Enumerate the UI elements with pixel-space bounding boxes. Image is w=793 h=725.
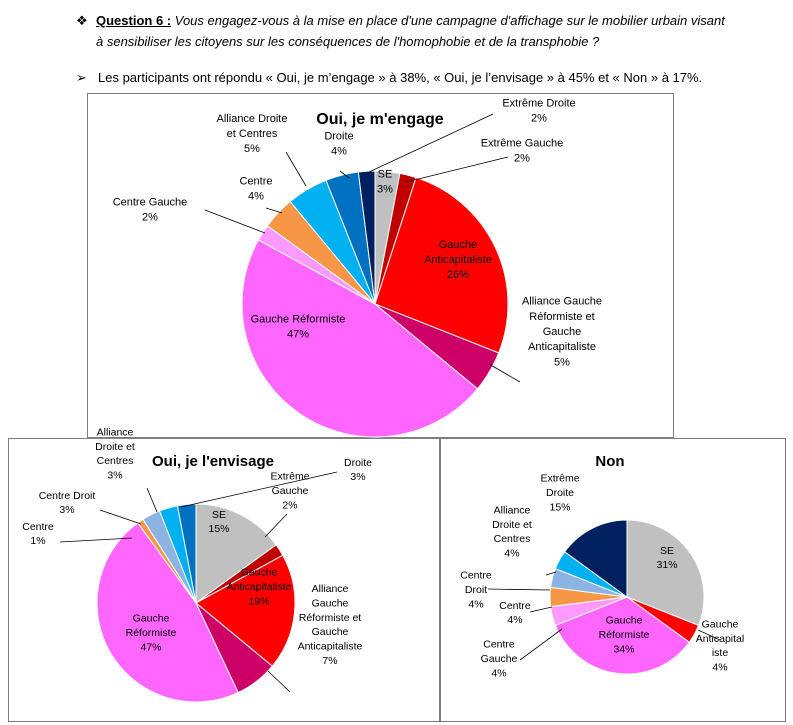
- arrow-bullet-icon: ➢: [76, 70, 87, 85]
- leader-line: [405, 156, 509, 183]
- data-label-extreme-gauche: Extrême Gauche 2%: [270, 471, 309, 512]
- pie-slice-gauche-reformiste: [241, 239, 479, 438]
- pie-slice-gauche-reformiste: [554, 596, 690, 675]
- data-label-se: SE 15%: [208, 509, 229, 535]
- data-label-droite: Droite 4%: [324, 130, 353, 157]
- data-label-centre-droit: Centre Droit 3%: [39, 490, 96, 516]
- data-label-centre-droit: Centre Droit 4%: [460, 570, 492, 611]
- leader-line: [264, 513, 288, 538]
- data-label-alliance-droite-et-centres: Alliance Droite et Centres 4%: [492, 504, 532, 559]
- data-label-extreme-droite: Extrême Droite 2%: [502, 97, 575, 124]
- data-label-gauche-anticapitaliste: Gauche Anticapitaliste 19%: [227, 567, 292, 608]
- data-label-se: SE 3%: [377, 168, 393, 195]
- data-label-gauche-anticapitaliste: Gauche Anticapital iste 4%: [696, 618, 744, 673]
- pie-slice-gauche-anticapitaliste: [374, 176, 509, 354]
- question-label: Question 6 :: [96, 13, 172, 28]
- data-label-gauche-reformiste: Gauche Réformiste 47%: [126, 613, 177, 654]
- data-label-centre-gauche: Centre Gauche 4%: [481, 639, 518, 680]
- leader-line: [366, 113, 494, 174]
- leader-line: [545, 571, 557, 576]
- data-label-se: SE 31%: [656, 545, 677, 571]
- pie-chart-oui-je-m-engage: Oui, je m'engage SE 3% Extrême Gauche 2% Gauc…: [113, 97, 602, 438]
- leader-line: [488, 363, 521, 383]
- data-label-centre: Centre 1%: [22, 521, 54, 547]
- pie-chart-oui-je-l-envisage: Oui, je l'envisage SE 15% Extrême Gauche 2% Ga…: [22, 426, 372, 703]
- data-label-extreme-droite: Extrême Droite 15%: [540, 473, 579, 514]
- pie-slice-gauche-anticapitaliste: [195, 554, 296, 667]
- data-label-centre: Centre 4%: [499, 600, 531, 626]
- leader-line: [285, 151, 307, 187]
- data-label-gauche-reformiste: Gauche Réformiste 47%: [251, 313, 346, 340]
- data-label-alliance-gauche-reformiste-et-gauche-anticapitaliste: Alliance Gauche Réformiste et Gauche Anticap…: [298, 583, 363, 667]
- leader-line: [265, 207, 283, 214]
- answer-line: ➢ Les participants ont répondu « Oui, je …: [76, 70, 702, 86]
- pie-slice-extreme-droite: [564, 519, 628, 598]
- question-text-2: à sensibiliser les citoyens sur les cons…: [96, 34, 600, 49]
- leader-line: [180, 471, 338, 508]
- leader-line: [267, 670, 291, 693]
- chart-title: Oui, je l'envisage: [152, 453, 274, 470]
- question-line-1: Question 6 : Vous engagez-vous à la mise…: [96, 10, 725, 31]
- chart-title: Oui, je m'engage: [316, 111, 443, 128]
- pie-slice-extreme-droite: [357, 170, 376, 305]
- data-label-centre-gauche: Centre Gauche 2%: [113, 196, 188, 223]
- leader-line: [339, 170, 350, 179]
- leader-line: [487, 588, 551, 591]
- leader-line: [204, 209, 266, 234]
- pie-slice-se: [195, 503, 277, 604]
- data-label-gauche-anticapitaliste: Gauche Anticapitaliste 26%: [424, 239, 492, 281]
- data-label-centre: Centre 4%: [239, 175, 272, 202]
- pie-chart-non: Non SE 31% Gauche Anticapital iste 4% Gauche Réf…: [460, 453, 744, 679]
- data-label-extreme-gauche: Extrême Gauche 2%: [481, 137, 564, 164]
- leader-line: [519, 628, 563, 661]
- pie-slice-se: [626, 519, 705, 626]
- pie-slice-gauche-reformiste: [96, 522, 239, 703]
- data-label-droite: Droite 3%: [344, 457, 372, 483]
- leader-line: [59, 537, 133, 543]
- leader-line: [146, 487, 158, 513]
- question-text-1: Vous engagez-vous à la mise en place d'u…: [174, 13, 725, 28]
- data-label-alliance-droite-et-centres: Alliance Droite et Centres 3%: [95, 426, 135, 481]
- data-label-gauche-reformiste: Gauche Réformiste 34%: [599, 615, 650, 656]
- answer-text: Les participants ont répondu « Oui, je m…: [98, 70, 703, 85]
- data-label-alliance-droite-et-centres: Alliance Droite et Centres 5%: [217, 113, 288, 155]
- data-label-alliance-gauche-reformiste-et-gauche-anticapitaliste: Alliance Gauche Réformiste et Gauche Antica…: [522, 296, 602, 369]
- leader-line: [697, 629, 721, 641]
- leader-line: [529, 606, 553, 613]
- diamond-bullet-icon: ❖: [76, 13, 88, 28]
- leader-line: [99, 509, 142, 525]
- chart-title: Non: [595, 453, 624, 470]
